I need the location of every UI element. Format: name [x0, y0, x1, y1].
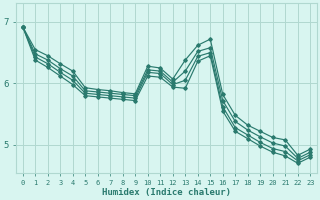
X-axis label: Humidex (Indice chaleur): Humidex (Indice chaleur) — [102, 188, 231, 197]
